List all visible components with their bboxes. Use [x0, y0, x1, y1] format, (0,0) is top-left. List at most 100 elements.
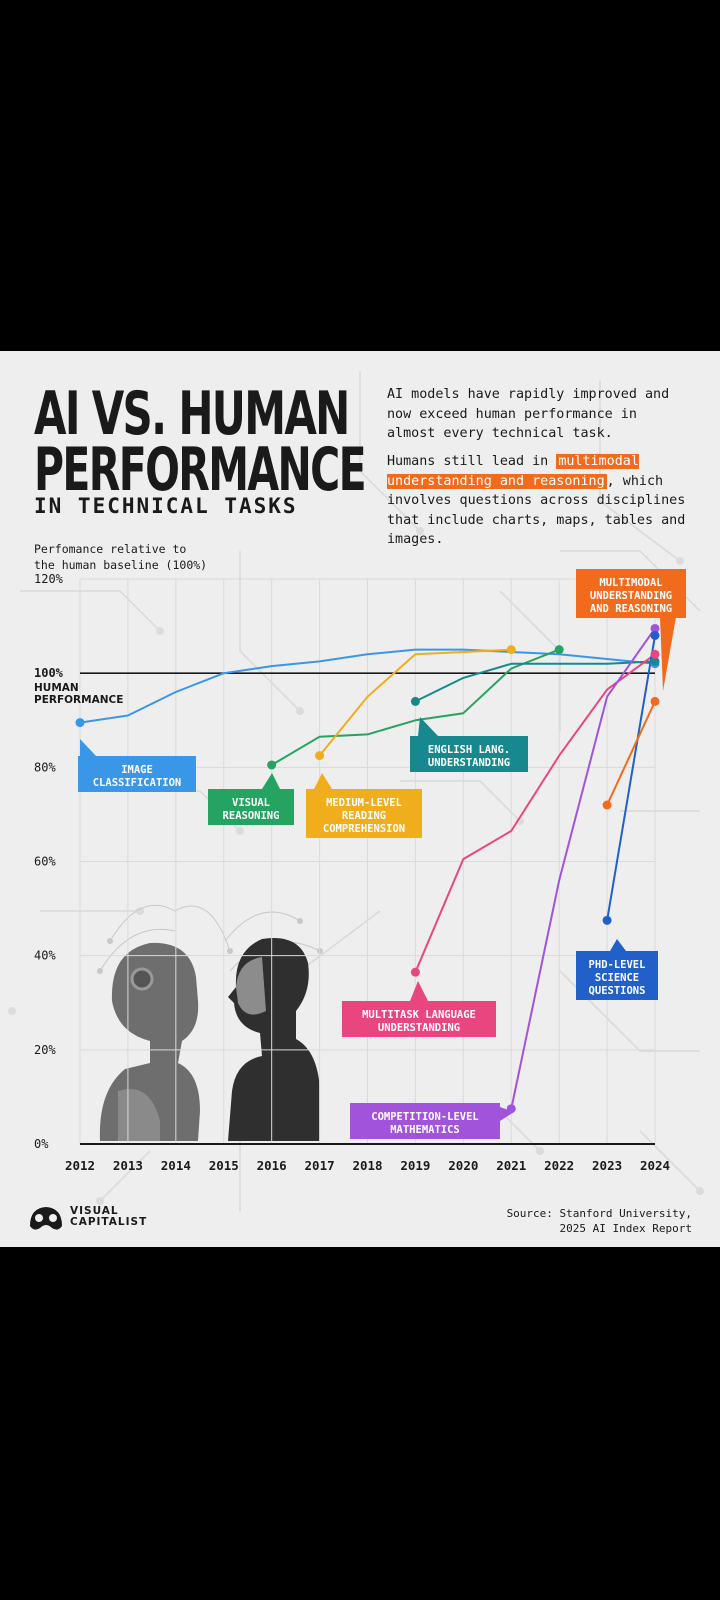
robot-human-illustration: [97, 904, 323, 1141]
brand-name: VISUAL CAPITALIST: [70, 1206, 147, 1228]
label-box-0: [78, 756, 196, 792]
series-end-point-5: [650, 623, 660, 633]
label-box-5: [350, 1103, 500, 1139]
series-start-point-4: [410, 967, 420, 977]
x-tick-label: 2015: [209, 1158, 239, 1173]
series-end-point-6: [650, 631, 660, 640]
y-axis-label-line-2: the human baseline (100%): [34, 558, 208, 572]
y-tick-label: 80%: [34, 760, 56, 774]
label-text-1: VISUAL: [232, 797, 270, 809]
x-tick-label: 2019: [400, 1158, 430, 1173]
x-tick-label: 2021: [496, 1158, 526, 1173]
label-pointer-4: [410, 981, 428, 1001]
x-tick-label: 2018: [352, 1158, 382, 1173]
series-end-point-7: [650, 696, 660, 706]
label-pointer-0: [80, 739, 96, 761]
source-note: Source: Stanford University, 2025 AI Ind…: [507, 1206, 692, 1236]
series-start-point-2: [315, 751, 325, 761]
title-line-2: PERFORMANCE: [34, 435, 367, 505]
label-text-4: MULTITASK LANGUAGE: [362, 1009, 476, 1021]
label-pointer-5: [500, 1107, 514, 1121]
label-text-2: MEDIUM-LEVEL: [326, 797, 402, 809]
x-tick-label: 2013: [113, 1158, 143, 1173]
series-start-point-6: [602, 915, 612, 925]
label-text-7: AND REASONING: [590, 603, 672, 615]
x-tick-label: 2016: [257, 1158, 287, 1173]
label-text-4: UNDERSTANDING: [378, 1022, 460, 1034]
label-text-0: CLASSIFICATION: [93, 777, 182, 789]
series-start-point-0: [75, 718, 85, 728]
baseline-label-line-2: PERFORMANCE: [34, 694, 123, 706]
source-line-1: Source: Stanford University,: [506, 1207, 692, 1220]
y-tick-label: 60%: [34, 855, 56, 869]
label-box-6: [576, 951, 658, 1000]
label-pointer-6: [610, 939, 626, 951]
human-body: [228, 938, 320, 1141]
y-tick-label: 120%: [34, 572, 64, 586]
series-end-point-4: [650, 649, 660, 659]
intro-text-after: , which involves questions across discip…: [387, 473, 686, 548]
label-box-4: [342, 1001, 496, 1037]
label-text-2: COMPREHENSION: [323, 823, 405, 835]
series-line-3: [414, 660, 656, 703]
label-text-1: REASONING: [223, 810, 280, 822]
intro-paragraph-2: Humans still lead in multimodal understa…: [387, 452, 687, 550]
y-tick-label: 20%: [34, 1043, 56, 1057]
x-tick-label: 2017: [305, 1158, 335, 1173]
series-start-point-7: [602, 800, 612, 810]
x-tick-label: 2014: [161, 1158, 191, 1173]
series-line-4: [414, 653, 656, 973]
series-end-point-2: [506, 645, 516, 655]
series-line-2: [318, 648, 512, 757]
intro-text-before: Humans still lead in: [387, 454, 557, 469]
series-start-point-1: [267, 760, 277, 770]
series-line-1: [271, 648, 560, 766]
label-pointer-3: [418, 717, 438, 736]
y-tick-label: 40%: [34, 949, 56, 963]
label-text-5: COMPETITION-LEVEL: [371, 1111, 478, 1123]
label-text-6: SCIENCE: [595, 972, 639, 984]
label-box-3: [410, 736, 528, 772]
series-points: [75, 623, 660, 1114]
series-end-point-1: [554, 645, 564, 655]
subtitle: IN TECHNICAL TASKS: [34, 494, 298, 518]
y-axis-label-line-1: Perfomance relative to: [34, 542, 187, 556]
label-text-7: MULTIMODAL: [599, 577, 662, 589]
label-text-5: MATHEMATICS: [390, 1124, 460, 1136]
y-tick-label: 0%: [34, 1137, 49, 1151]
title-line-1: AI VS. HUMAN: [34, 379, 350, 449]
series-line-6: [606, 635, 656, 921]
label-text-0: IMAGE: [121, 764, 153, 776]
brand-line-1: VISUAL: [70, 1205, 119, 1217]
y-tick-label: 100%: [34, 666, 64, 680]
x-tick-label: 2012: [65, 1158, 95, 1173]
label-box-1: [208, 789, 294, 825]
x-tick-label: 2023: [592, 1158, 622, 1173]
x-tick-label: 2024: [640, 1158, 670, 1173]
intro-paragraph-1: AI models have rapidly improved and now …: [387, 387, 670, 441]
label-text-6: QUESTIONS: [589, 985, 646, 997]
brand-line-2: CAPITALIST: [70, 1216, 148, 1228]
label-box-7: [576, 569, 686, 618]
label-pointer-2: [314, 773, 332, 789]
x-tick-label: 2020: [448, 1158, 478, 1173]
series-end-point-3: [650, 656, 660, 666]
series-lines: [79, 627, 656, 1109]
series-start-point-3: [410, 696, 420, 706]
robot-eye-icon: [130, 967, 154, 991]
label-text-3: ENGLISH LANG.: [428, 744, 510, 756]
source-line-2: 2025 AI Index Report: [559, 1222, 692, 1235]
x-tick-label: 2022: [544, 1158, 574, 1173]
series-line-7: [606, 700, 656, 806]
y-axis-label: Perfomance relative to the human baselin…: [34, 541, 207, 573]
label-text-3: UNDERSTANDING: [428, 757, 510, 769]
series-line-0: [79, 648, 656, 724]
baseline-label-line-1: HUMAN: [34, 682, 79, 694]
visual-capitalist-logo-icon: [30, 1207, 62, 1230]
label-text-6: PHD-LEVEL: [589, 959, 646, 971]
infographic-card: AI VS. HUMAN PERFORMANCE IN TECHNICAL TA…: [0, 351, 720, 1247]
label-text-2: READING: [342, 810, 386, 822]
